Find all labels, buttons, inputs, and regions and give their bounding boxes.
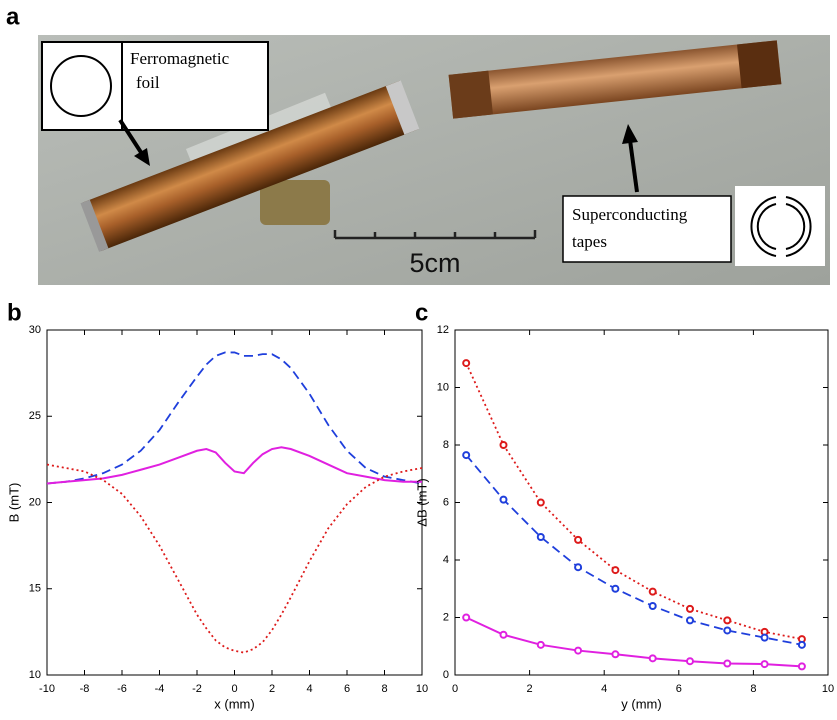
tape-label: Superconducting [572,205,688,224]
data-point [575,648,581,654]
y-axis-label: B (mT) [6,483,21,523]
x-tick-label: 4 [306,683,312,695]
series-line [47,447,422,483]
data-point [612,651,618,657]
y-tick-label: 4 [443,554,449,566]
y-tick-label: 15 [29,583,41,595]
data-point [500,632,506,638]
panel-label: b [7,299,22,326]
x-tick-label: 8 [750,683,756,695]
plot-frame [455,330,828,675]
data-point [575,564,581,570]
foil-label: Ferromagnetic [130,49,230,68]
foil-label: foil [136,73,160,92]
x-tick-label: 10 [416,683,428,695]
y-tick-label: 10 [437,381,449,393]
x-tick-label: -4 [155,683,165,695]
data-point [724,627,730,633]
data-point [687,617,693,623]
data-point [538,500,544,506]
y-axis-label: ΔB (mT) [414,478,429,526]
y-tick-label: 2 [443,611,449,623]
data-point [799,642,805,648]
series-line [47,465,422,653]
y-tick-label: 20 [29,496,41,508]
y-tick-label: 12 [437,324,449,336]
plot-frame [47,330,422,675]
data-point [538,534,544,540]
x-tick-label: 4 [601,683,607,695]
x-tick-label: 6 [676,683,682,695]
series-line [466,363,802,639]
x-tick-label: 2 [527,683,533,695]
y-tick-label: 10 [29,669,41,681]
x-axis-label: y (mm) [621,696,661,711]
data-point [687,658,693,664]
series-line [47,352,422,483]
series-line [466,455,802,645]
x-axis-label: x (mm) [214,696,254,711]
data-point [762,635,768,641]
series-line [466,618,802,667]
data-point [724,617,730,623]
x-tick-label: 0 [231,683,237,695]
panel-label: a [6,3,20,30]
data-point [650,603,656,609]
data-point [500,442,506,448]
data-point [612,567,618,573]
panel-label: c [415,299,428,326]
data-point [538,642,544,648]
y-tick-label: 8 [443,439,449,451]
x-tick-label: 10 [822,683,834,695]
data-point [575,537,581,543]
y-tick-label: 25 [29,410,41,422]
data-point [650,589,656,595]
holder [260,180,330,225]
y-tick-label: 6 [443,496,449,508]
x-tick-label: 8 [381,683,387,695]
y-tick-label: 30 [29,324,41,336]
y-tick-label: 0 [443,669,449,681]
data-point [463,452,469,458]
data-point [463,615,469,621]
x-tick-label: -2 [192,683,202,695]
x-tick-label: 0 [452,683,458,695]
x-tick-label: -10 [39,683,55,695]
data-point [724,661,730,667]
figure: a Ferromagnetic foil Superconducting tap… [0,0,837,720]
data-point [687,606,693,612]
data-point [650,655,656,661]
data-point [762,661,768,667]
photo: Ferromagnetic foil Superconducting tapes… [38,35,830,285]
x-tick-label: 2 [269,683,275,695]
data-point [612,586,618,592]
data-point [463,360,469,366]
x-tick-label: -6 [117,683,127,695]
scale-label: 5cm [409,248,460,278]
x-tick-label: 6 [344,683,350,695]
tape-label: tapes [572,232,607,251]
data-point [799,663,805,669]
x-tick-label: -8 [80,683,90,695]
data-point [500,497,506,503]
